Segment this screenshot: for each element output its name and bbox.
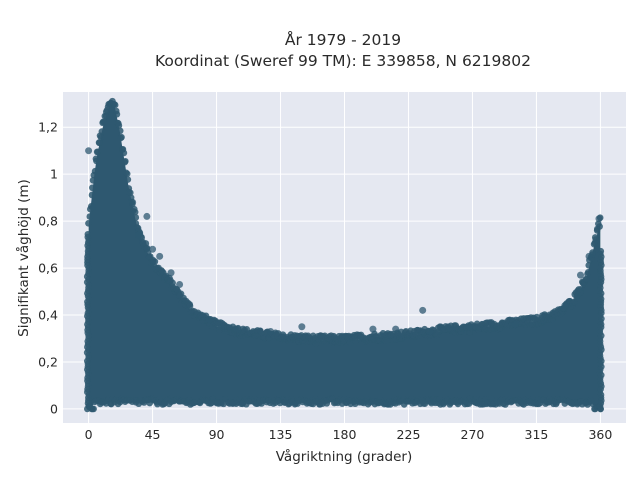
outlier-point [156, 252, 164, 260]
y-tick-label: 1 [50, 167, 58, 182]
data-point [186, 302, 194, 310]
data-point [596, 223, 603, 230]
outlier-point [298, 323, 306, 331]
data-point [120, 149, 128, 157]
data-point [487, 395, 495, 403]
y-tick-label: 0 [50, 401, 58, 416]
chart-title-line-1: År 1979 - 2019 [285, 30, 401, 49]
y-axis-title: Signifikant våghöjd (m) [15, 179, 32, 337]
data-point [115, 122, 123, 129]
outlier-point [85, 147, 93, 155]
data-point [113, 110, 121, 118]
y-axis-ticks: 0 0,2 0,4 0,6 0,8 1 1,2 [38, 120, 58, 417]
outlier-point [205, 316, 213, 324]
data-point [101, 118, 108, 126]
x-tick-label: 270 [461, 427, 485, 442]
outlier-point [585, 252, 593, 260]
outlier-point [143, 212, 151, 220]
data-point [583, 276, 590, 283]
data-point [346, 339, 354, 346]
outlier-point [89, 203, 97, 211]
outlier-point [511, 320, 519, 328]
data-point [89, 177, 97, 184]
outlier-point [426, 327, 434, 335]
x-tick-label: 135 [269, 427, 293, 442]
data-point [93, 157, 100, 165]
data-point [85, 220, 92, 227]
outlier-point [129, 198, 137, 206]
data-point [124, 176, 132, 183]
data-point [597, 247, 605, 255]
data-point [96, 139, 103, 147]
outlier-point [561, 302, 569, 310]
outlier-point [419, 306, 427, 314]
y-tick-label: 1,2 [38, 120, 58, 135]
outlier-point [595, 215, 603, 223]
outlier-point [134, 231, 142, 239]
outlier-point [392, 325, 400, 333]
outlier-point [369, 325, 377, 333]
x-tick-label: 45 [145, 427, 161, 442]
outlier-point [167, 269, 175, 277]
y-tick-label: 0,4 [38, 308, 58, 323]
data-point [111, 101, 119, 109]
data-point [94, 148, 102, 156]
outlier-point [149, 245, 157, 253]
data-point [88, 191, 96, 199]
x-tick-label: 180 [333, 427, 357, 442]
x-axis-title: Vågriktning (grader) [276, 448, 413, 465]
outlier-point [267, 327, 275, 335]
outlier-point [176, 280, 184, 288]
data-point [592, 236, 600, 243]
data-point [89, 184, 96, 192]
data-point [84, 230, 92, 238]
data-point [97, 133, 105, 141]
data-point [584, 268, 592, 276]
data-point [91, 167, 99, 175]
data-point [123, 170, 131, 178]
data-point [86, 213, 94, 220]
x-tick-label: 360 [588, 427, 612, 442]
data-point [122, 157, 129, 165]
data-point [151, 258, 159, 265]
y-tick-label: 0,6 [38, 261, 58, 276]
x-tick-label: 0 [85, 427, 93, 442]
data-point [577, 286, 585, 293]
outlier-point [234, 325, 242, 333]
data-point [90, 405, 97, 413]
data-points [83, 97, 605, 413]
data-point [132, 214, 140, 221]
x-tick-label: 315 [525, 427, 549, 442]
outlier-point [577, 271, 585, 279]
data-point [131, 208, 139, 216]
data-point [116, 127, 124, 135]
x-tick-label: 90 [209, 427, 225, 442]
y-tick-label: 0,2 [38, 354, 58, 369]
chart-title-line-2: Koordinat (Sweref 99 TM): E 339858, N 62… [155, 52, 531, 70]
y-tick-label: 0,8 [38, 214, 58, 229]
data-point [98, 128, 106, 135]
data-point [169, 279, 176, 287]
data-point [118, 133, 125, 141]
data-point [585, 261, 593, 269]
x-tick-label: 225 [397, 427, 421, 442]
x-axis-ticks: 0 45 90 135 180 225 270 315 360 [85, 427, 613, 442]
data-point [126, 189, 134, 197]
outlier-point [466, 323, 474, 331]
